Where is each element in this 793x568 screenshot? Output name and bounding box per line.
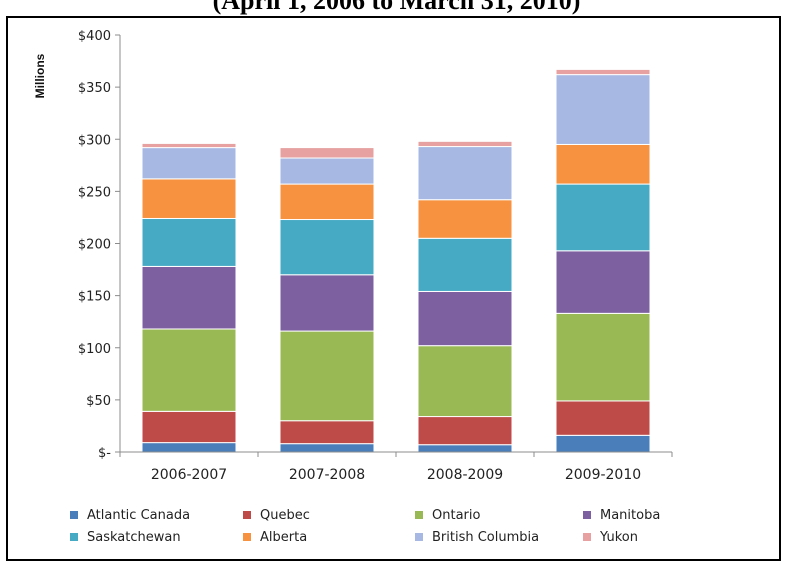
x-tick-label: 2006-2007 [151, 467, 227, 483]
legend-swatch [243, 533, 251, 541]
bars [141, 68, 651, 453]
bar-segment [555, 312, 651, 402]
bar-segment [279, 219, 375, 276]
bar-segment [417, 199, 513, 239]
bar-segment [417, 345, 513, 418]
x-tick-label: 2007-2008 [289, 467, 365, 483]
legend-item: Ontario [415, 508, 480, 523]
legend-swatch [70, 511, 78, 519]
y-tick-label: $400 [78, 29, 111, 44]
y-tick-label: $200 [78, 238, 111, 253]
y-tick-label: $350 [78, 81, 111, 96]
legend-swatch [243, 511, 251, 519]
bar-segment [555, 250, 651, 314]
bar-segment [141, 217, 237, 267]
bar-segment [141, 142, 237, 149]
legend-label: Atlantic Canada [87, 508, 190, 523]
bar-segment [141, 410, 237, 444]
y-axis-title: Millions [33, 53, 47, 98]
bar-segment [417, 237, 513, 292]
chart-frame [6, 16, 781, 561]
legend-item: British Columbia [415, 530, 539, 545]
bar-segment [555, 143, 651, 185]
cutoff-heading: (April 1, 2006 to March 31, 2010) [212, 0, 581, 15]
legend-label: Yukon [599, 530, 638, 545]
bar-segment [417, 140, 513, 148]
x-tick-label: 2009-2010 [565, 467, 641, 483]
legend-item: Yukon [583, 530, 638, 545]
legend-label: Alberta [260, 530, 307, 545]
bar-segment [141, 442, 237, 453]
bar-segment [555, 400, 651, 436]
legend-item: Manitoba [583, 508, 660, 523]
y-tick-label: $100 [78, 342, 111, 357]
bar-segment [141, 147, 237, 180]
bar-segment [141, 265, 237, 330]
y-axis: $- $50 $100 $150 $200 $250 $300 $350 $400 [78, 29, 121, 461]
legend-label: British Columbia [432, 530, 539, 545]
legend-swatch [415, 533, 423, 541]
legend-swatch [583, 511, 591, 519]
bar-stack [417, 140, 513, 453]
bar-stack [141, 142, 237, 453]
y-tick-label: $150 [78, 290, 111, 305]
bar-segment [555, 68, 651, 76]
legend-label: Manitoba [600, 508, 660, 523]
y-tick-label: $50 [86, 394, 111, 409]
legend-swatch [70, 533, 78, 541]
bar-segment [279, 443, 375, 453]
x-tick-label: 2008-2009 [427, 467, 503, 483]
legend-label: Saskatchewan [87, 530, 181, 545]
bar-stack [555, 68, 651, 453]
legend-item: Alberta [243, 530, 307, 545]
bar-segment [279, 330, 375, 422]
y-tick-label: $300 [78, 133, 111, 148]
x-axis: 2006-2007 2007-2008 2008-2009 2009-2010 [119, 451, 673, 483]
bar-segment [279, 420, 375, 445]
legend-swatch [415, 511, 423, 519]
bar-segment [141, 328, 237, 412]
bar-segment [555, 434, 651, 453]
bar-segment [141, 178, 237, 219]
bar-segment [555, 74, 651, 145]
legend-swatch [583, 533, 591, 541]
bar-segment [417, 146, 513, 201]
bar-segment [417, 444, 513, 453]
legend-item: Atlantic Canada [70, 508, 190, 523]
bar-segment [417, 416, 513, 446]
legend-label: Quebec [260, 508, 310, 523]
bar-segment [279, 274, 375, 332]
bar-segment [417, 290, 513, 347]
y-axis-title-group: Millions [33, 53, 47, 98]
y-tick-label: $- [98, 446, 111, 461]
legend-label: Ontario [432, 508, 480, 523]
y-tick-label: $250 [78, 185, 111, 200]
legend-item: Saskatchewan [70, 530, 181, 545]
legend: Atlantic Canada Quebec Ontario Manitoba Sask… [70, 508, 660, 545]
bar-stack [279, 147, 375, 453]
legend-item: Quebec [243, 508, 310, 523]
bar-segment [279, 157, 375, 185]
bar-segment [279, 147, 375, 159]
bar-segment [279, 183, 375, 221]
bar-segment [555, 183, 651, 252]
